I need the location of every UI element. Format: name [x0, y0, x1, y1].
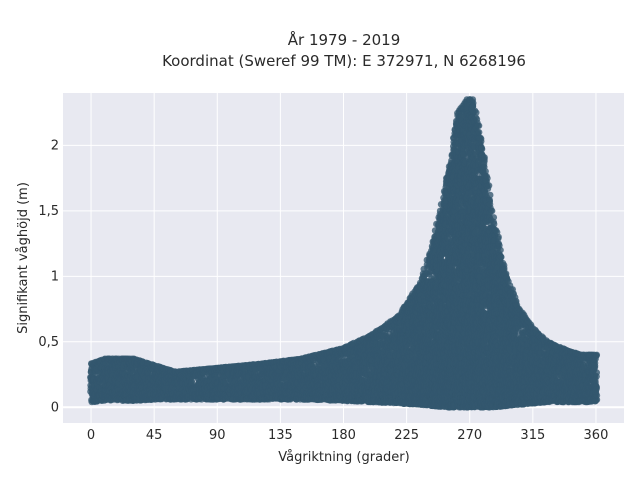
chart-title-line-2: Koordinat (Sweref 99 TM): E 372971, N 62… — [162, 52, 526, 70]
chart-title-line-1: År 1979 - 2019 — [288, 30, 401, 49]
data-points — [87, 96, 601, 411]
